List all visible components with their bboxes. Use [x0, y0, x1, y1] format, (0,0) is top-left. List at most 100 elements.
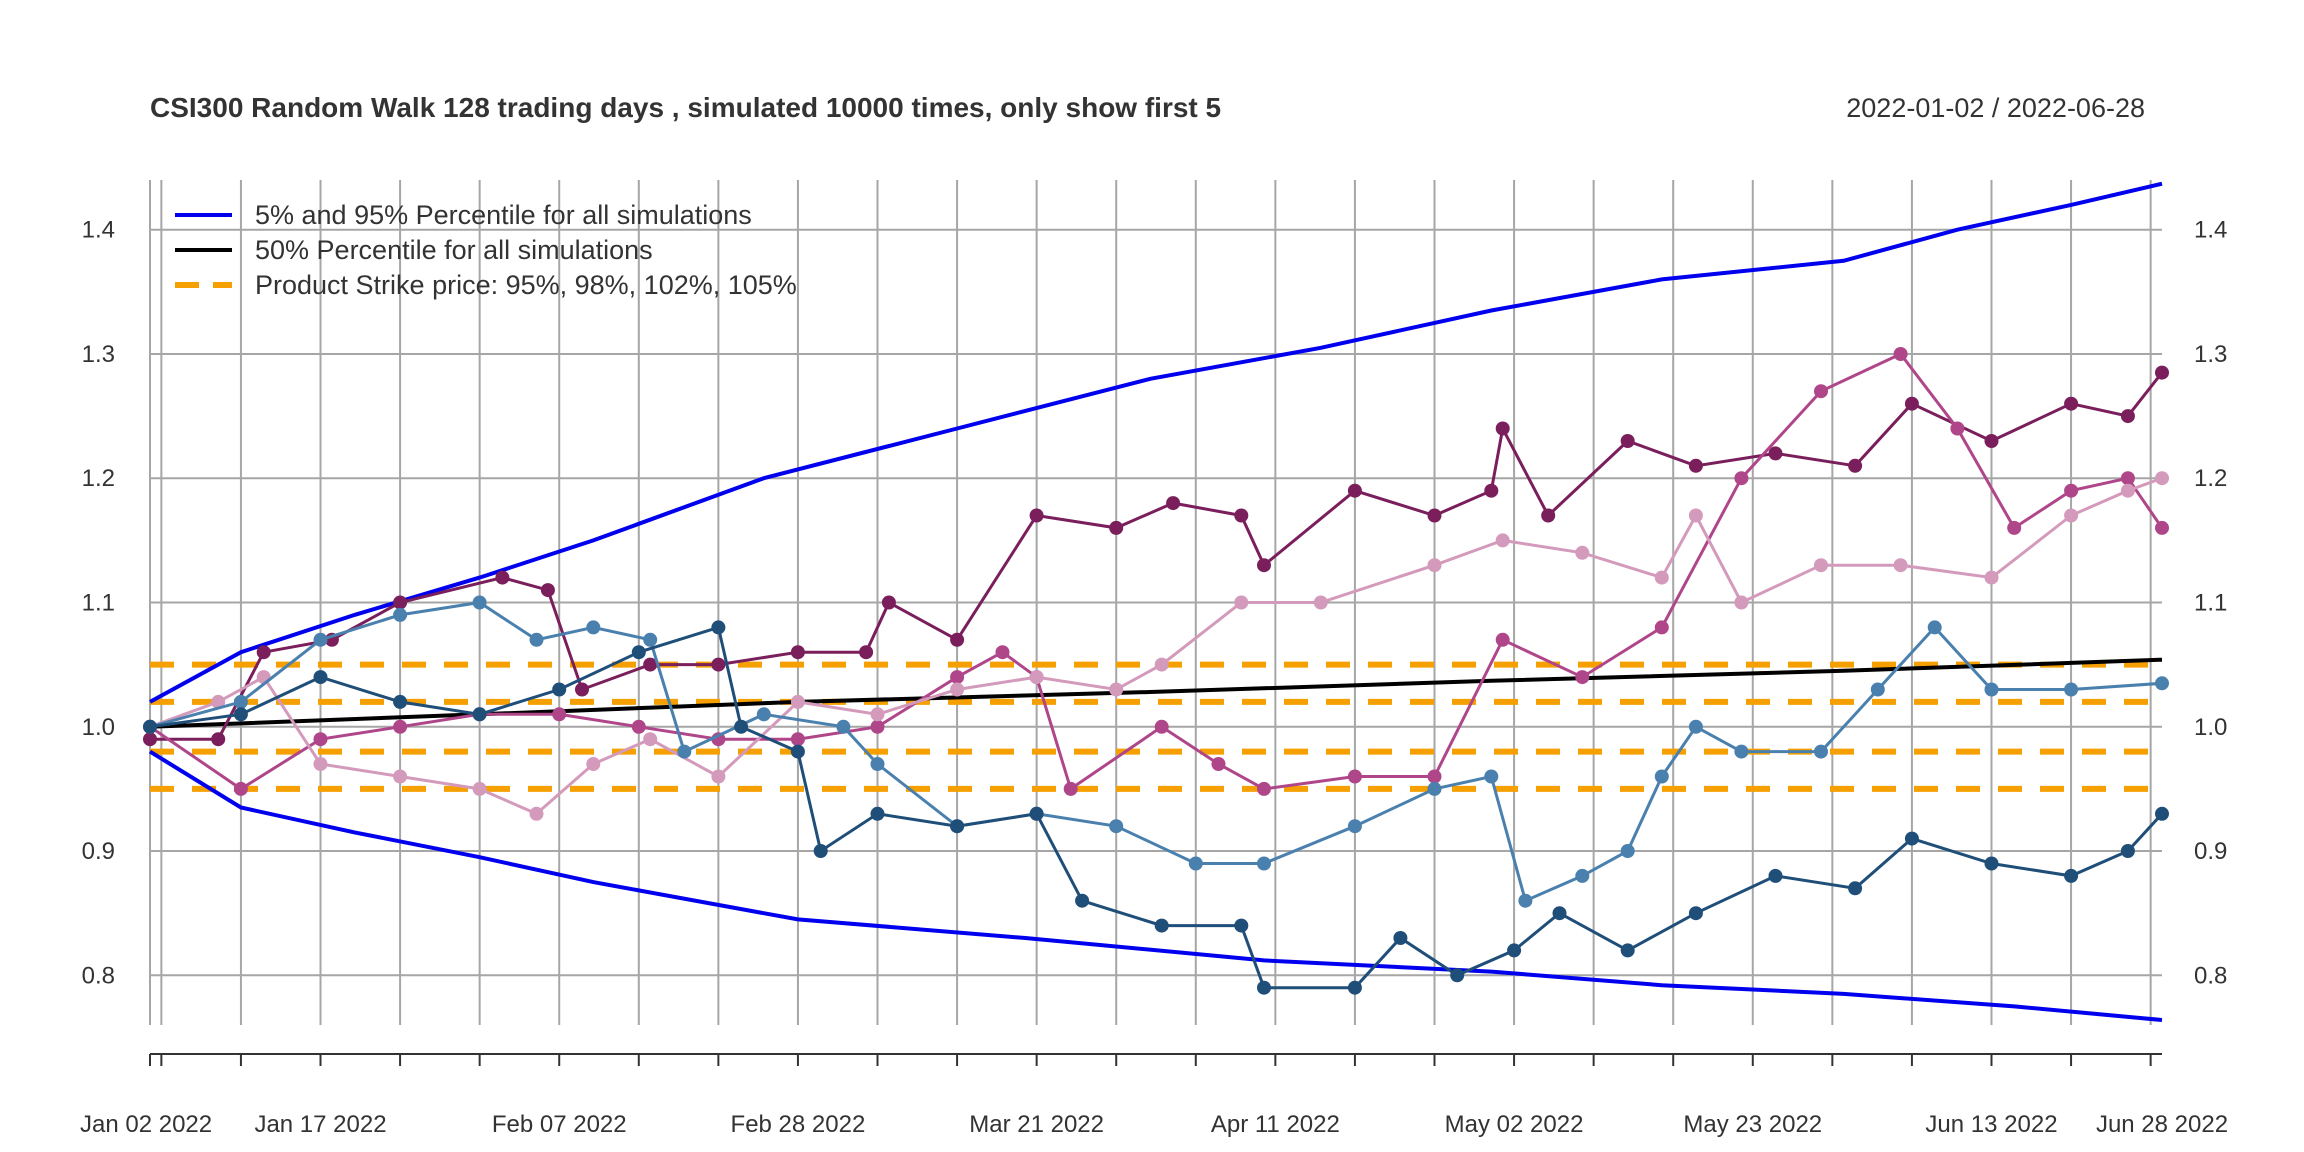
x-tick-label: Apr 11 2022 — [1211, 1111, 1340, 1138]
series-point — [1848, 458, 1863, 473]
series-point — [575, 682, 589, 697]
series-point — [2155, 676, 2169, 691]
series-point — [472, 595, 487, 610]
series-point — [1075, 893, 1090, 908]
series-point — [2155, 471, 2169, 486]
series-point — [1984, 856, 1999, 871]
series-point — [1768, 446, 1783, 461]
series-point — [1211, 757, 1226, 771]
percentile-line-5pct — [148, 749, 2163, 1022]
y-tick-label-right: 1.4 — [2194, 217, 2227, 244]
series-point — [2155, 365, 2169, 380]
x-tick-label: Jan 02 2022 — [80, 1111, 212, 1138]
series-point — [1688, 906, 1703, 921]
series-point — [1575, 670, 1590, 685]
series-point — [1063, 781, 1078, 796]
series-point — [1029, 508, 1044, 523]
series-line — [149, 600, 2163, 903]
series-point — [1495, 632, 1510, 647]
series-point — [313, 732, 328, 747]
series-line — [150, 371, 2164, 741]
series-point — [586, 757, 601, 771]
series-point — [1347, 980, 1362, 995]
series-point — [1688, 508, 1703, 523]
series-point — [2120, 844, 2135, 858]
series-point — [2064, 682, 2079, 697]
series-point — [1257, 558, 1271, 573]
series-point — [677, 744, 692, 759]
series-point — [1870, 682, 1885, 697]
series-point — [586, 620, 601, 635]
series-point — [1484, 769, 1499, 784]
series-point — [529, 806, 544, 821]
series-point — [950, 682, 965, 697]
series-point — [1257, 781, 1271, 796]
series-point — [1257, 856, 1271, 871]
series-point — [870, 757, 885, 771]
series-point — [1768, 868, 1783, 883]
series-point — [1507, 943, 1522, 958]
series-point — [1654, 570, 1669, 585]
series-point — [950, 819, 965, 834]
series-point — [1848, 881, 1863, 896]
series-point — [790, 694, 805, 709]
series-5 — [143, 620, 2169, 995]
series-point — [643, 632, 658, 647]
x-tick-label: Jun 28 2022 — [2096, 1111, 2228, 1138]
series-point — [393, 719, 408, 734]
series-point — [1984, 682, 1999, 697]
series-point — [1166, 496, 1181, 511]
percentile-line-50pct — [149, 657, 2163, 729]
series-point — [313, 757, 328, 771]
series-point — [870, 707, 885, 722]
y-tick-label-right: 1.2 — [2194, 465, 2227, 492]
series-point — [393, 595, 408, 610]
series-point — [2064, 483, 2079, 498]
series-point — [2064, 508, 2079, 523]
series-point — [393, 694, 408, 709]
series-point — [1620, 844, 1635, 858]
series-lines — [143, 347, 2169, 995]
series-point — [836, 719, 851, 734]
series-point — [1814, 558, 1828, 573]
legend-label: Product Strike price: 95%, 98%, 102%, 10… — [255, 270, 797, 300]
series-point — [552, 682, 567, 697]
series-point — [143, 732, 157, 747]
series-point — [790, 732, 805, 747]
series-1 — [143, 365, 2169, 747]
y-tick-label-left: 1.4 — [82, 217, 115, 244]
series-point — [1427, 508, 1442, 523]
series-point — [1654, 769, 1669, 784]
y-tick-label-right: 1.3 — [2194, 341, 2227, 368]
series-point — [1109, 520, 1124, 535]
series-point — [734, 719, 749, 734]
x-tick-label: Feb 07 2022 — [492, 1111, 627, 1138]
series-point — [1893, 558, 1908, 573]
series-point — [472, 781, 487, 796]
series-point — [2120, 409, 2135, 424]
series-point — [631, 719, 646, 734]
series-point — [950, 632, 965, 647]
x-tick-label: Mar 21 2022 — [969, 1111, 1104, 1138]
series-point — [472, 707, 487, 722]
series-point — [790, 744, 805, 759]
series-point — [1427, 558, 1442, 573]
series-point — [1688, 458, 1703, 473]
series-point — [1688, 719, 1703, 734]
series-point — [1904, 831, 1919, 846]
series-point — [1188, 856, 1203, 871]
series-point — [643, 657, 658, 672]
series-point — [1154, 657, 1169, 672]
series-point — [643, 732, 658, 747]
date-range: 2022-01-02 / 2022-06-28 — [1846, 93, 2145, 123]
legend-label: 5% and 95% Percentile for all simulation… — [255, 200, 752, 230]
series-point — [711, 620, 726, 635]
series-point — [1575, 545, 1590, 560]
series-point — [529, 632, 544, 647]
series-point — [540, 583, 555, 598]
series-point — [495, 570, 510, 585]
series-point — [313, 632, 328, 647]
series-point — [1257, 980, 1271, 995]
x-tick-label: May 02 2022 — [1445, 1111, 1584, 1138]
